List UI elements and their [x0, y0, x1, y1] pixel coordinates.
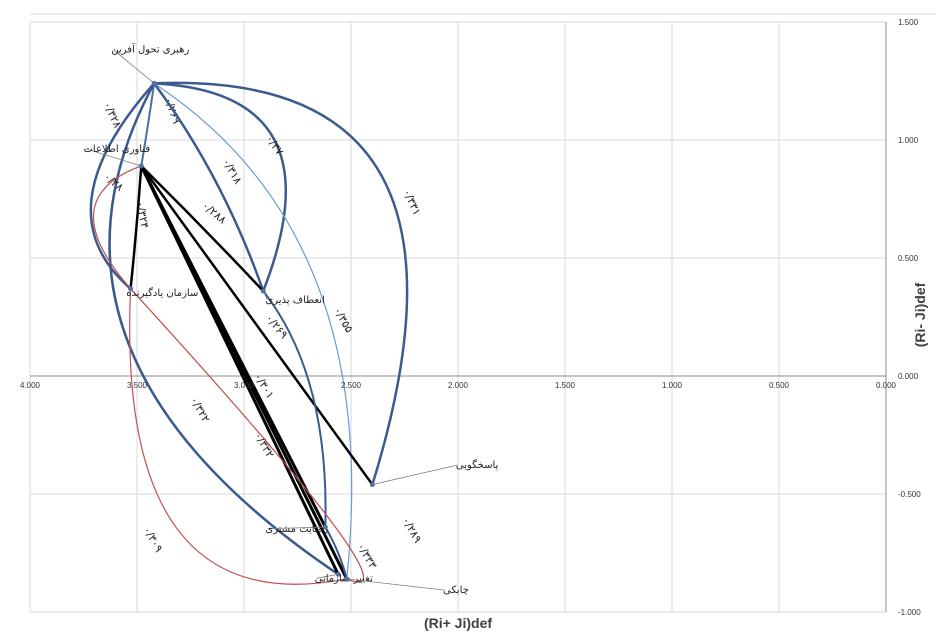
y-tick-label: 0.000: [898, 372, 919, 381]
edge-weight-label: ۰/۳۳۲: [252, 430, 277, 460]
node-layer: رهبری تحول آفرین فناوری اطلاعات سازمان یاد…: [84, 43, 499, 596]
node-label-flexibility: انعطاف پذیری: [265, 295, 324, 306]
y-tick-label: 1.000: [898, 136, 919, 145]
edge-leadership-agility: [154, 83, 352, 579]
edge-learning-agility: [131, 289, 364, 582]
node-label-change: تغییر سازمانی: [315, 573, 373, 584]
y-tick-label: 0.500: [898, 254, 919, 263]
x-tick-label: 0.000: [876, 381, 897, 390]
y-tick-label: -0.500: [898, 490, 921, 499]
x-tick-label: 3.000: [234, 381, 255, 390]
node-label-responsiveness: پاسخگویی: [456, 459, 499, 471]
node-label-leadership: رهبری تحول آفرین: [111, 43, 189, 56]
edge-weight-label: ۰/۳۳۳: [354, 541, 379, 571]
node-leader-line: [347, 579, 445, 590]
y-tick-label: 1.500: [898, 18, 919, 27]
edge-weight-label: ۰/۳۷: [263, 133, 286, 158]
x-tick-label: 2.500: [341, 381, 362, 390]
x-tick-label: 1.000: [662, 381, 683, 390]
x-tick-label: 1.500: [555, 381, 576, 390]
node-label-satisfaction: رضایت مشتری: [265, 524, 328, 535]
x-tick-label: 3.500: [127, 381, 148, 390]
y-axis-title: (Ri- Ji)def: [912, 282, 928, 347]
node-label-agility: چابکی: [443, 585, 469, 596]
node-label-it: فناوری اطلاعات: [84, 144, 151, 155]
edge-weight-label: ۰/۳۲۸: [101, 100, 124, 130]
edge-weight-label: ۰/۳۱۸: [220, 156, 245, 186]
edge-weight-label: ۰/۲۸: [101, 170, 126, 194]
edge-weight-label: ۰/۳۲۲: [187, 395, 212, 425]
edge-weight-label: ۰/۲۸۸: [199, 199, 228, 227]
tick-layer: 4.000 3.500 3.000 2.500 2.000 1.500 1.000 0.500…: [20, 18, 921, 617]
edge-it-flexibility: [141, 166, 263, 291]
node-label-learning: سازمان یادگیرنده: [126, 287, 198, 299]
node-leader-line: [372, 465, 457, 485]
edge-learning-agility: [130, 289, 347, 585]
x-tick-label: 4.000: [20, 381, 41, 390]
x-tick-label: 0.500: [769, 381, 790, 390]
x-axis-title: (Ri+ Ji)def: [424, 615, 492, 631]
x-tick-label: 2.000: [448, 381, 469, 390]
y-tick-label: -1.000: [898, 608, 921, 617]
edge-weight-label: ۰/۲۸۹: [399, 515, 424, 545]
edge-weight-label: ۰/۳۰۹: [140, 524, 165, 554]
edge-weight-label: ۰/۳۵۵: [331, 305, 356, 335]
edge-weight-label: ۰/۳۳۱: [400, 187, 423, 217]
